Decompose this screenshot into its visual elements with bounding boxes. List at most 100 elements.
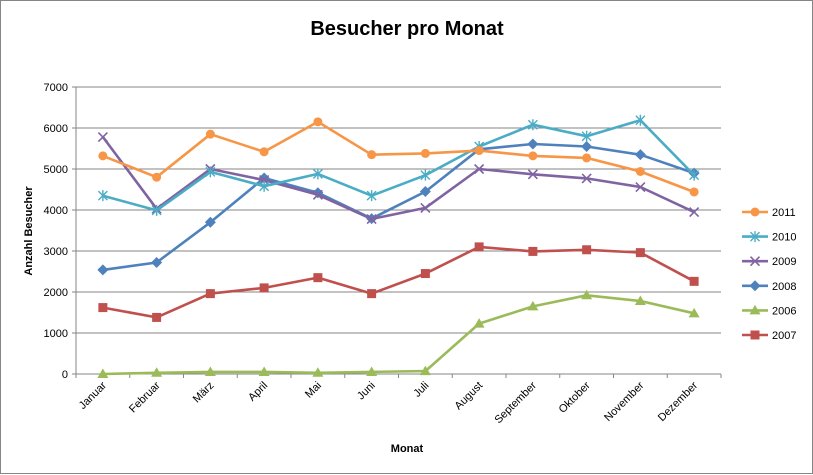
x-tick-label: September xyxy=(492,379,539,426)
data-point xyxy=(151,367,163,377)
y-axis-ticks: 0 1000 2000 3000 4000 5000 6000 7000 xyxy=(44,82,76,381)
data-point xyxy=(97,368,109,378)
legend-label: 2006 xyxy=(772,305,796,317)
data-point xyxy=(750,231,760,243)
data-point xyxy=(634,149,646,161)
data-point xyxy=(312,367,324,377)
data-point xyxy=(581,130,592,142)
series-2006 xyxy=(97,289,700,378)
data-point xyxy=(750,330,760,340)
legend-item: 2010 xyxy=(742,231,796,244)
data-point xyxy=(366,213,377,225)
data-point xyxy=(419,365,431,376)
series-2011 xyxy=(98,117,699,197)
data-point xyxy=(473,318,485,328)
data-point xyxy=(527,169,538,180)
data-point xyxy=(259,283,269,293)
y-tick-label: 6000 xyxy=(44,123,68,135)
series-line xyxy=(102,293,695,376)
data-point xyxy=(204,216,216,228)
data-point xyxy=(312,168,323,180)
data-point xyxy=(527,138,539,150)
data-point xyxy=(205,129,215,139)
data-point xyxy=(97,190,108,202)
x-tick-label: Oktober xyxy=(557,379,593,415)
data-point xyxy=(204,366,216,376)
data-point xyxy=(581,173,592,184)
x-tick-label: Juli xyxy=(411,380,431,400)
data-point xyxy=(419,186,431,198)
chart-title: Besucher pro Monat xyxy=(310,18,504,40)
data-point xyxy=(689,187,699,197)
data-point xyxy=(749,280,761,292)
legend-label: 2009 xyxy=(772,256,796,268)
data-point xyxy=(582,245,592,255)
data-point xyxy=(750,207,760,217)
y-tick-label: 1000 xyxy=(44,328,68,340)
x-tick-label: Mai xyxy=(303,380,324,401)
legend-item: 2007 xyxy=(742,330,796,342)
x-tick-label: März xyxy=(191,380,217,406)
data-point xyxy=(528,246,538,256)
data-point xyxy=(312,189,323,200)
series-2008 xyxy=(97,138,700,276)
data-point xyxy=(474,146,484,156)
legend-item: 2006 xyxy=(742,304,796,317)
data-point xyxy=(581,289,593,300)
series-line xyxy=(102,120,695,194)
data-point xyxy=(582,153,592,163)
series-line xyxy=(102,142,695,272)
legend-label: 2007 xyxy=(772,330,796,342)
data-point xyxy=(151,256,163,268)
y-tick-label: 3000 xyxy=(44,246,68,258)
data-point xyxy=(313,117,323,127)
legend-item: 2009 xyxy=(742,256,796,268)
data-point xyxy=(581,140,593,152)
data-point xyxy=(635,166,645,176)
y-tick-label: 0 xyxy=(62,369,68,381)
data-point xyxy=(205,166,216,178)
data-point xyxy=(367,289,377,299)
x-tick-label: November xyxy=(602,379,647,424)
x-axis-title: Monat xyxy=(391,443,424,455)
data-point xyxy=(366,366,378,376)
legend-item: 2011 xyxy=(742,207,796,219)
series-line xyxy=(101,136,695,221)
y-axis-title: Anzahl Besucher xyxy=(23,186,35,276)
data-point xyxy=(366,190,377,202)
data-point xyxy=(258,366,270,376)
x-tick-label: Januar xyxy=(77,379,110,412)
data-point xyxy=(689,206,700,218)
data-point xyxy=(313,273,323,283)
data-point xyxy=(749,304,761,315)
data-point xyxy=(205,289,215,299)
data-point xyxy=(97,131,108,143)
data-point xyxy=(635,181,646,193)
series-2007 xyxy=(98,242,699,322)
data-point xyxy=(367,150,377,160)
series-line xyxy=(102,245,695,319)
data-point xyxy=(688,307,700,318)
data-point xyxy=(689,169,700,181)
data-point xyxy=(259,147,269,157)
series-2010 xyxy=(97,114,700,216)
data-point xyxy=(420,202,431,214)
series-group xyxy=(97,114,700,378)
x-tick-label: Februar xyxy=(127,379,163,415)
y-tick-label: 5000 xyxy=(44,164,68,176)
gridlines xyxy=(76,86,721,334)
data-point xyxy=(98,303,108,313)
y-tick-label: 2000 xyxy=(44,287,68,299)
y-tick-label: 7000 xyxy=(44,82,68,94)
data-point xyxy=(474,242,484,252)
data-point xyxy=(420,169,431,181)
y-tick-label: 4000 xyxy=(44,205,68,217)
x-tick-label: Dezember xyxy=(656,379,701,424)
x-tick-label: April xyxy=(246,380,270,404)
axes xyxy=(75,87,721,375)
x-tick-label: Juni xyxy=(355,380,378,403)
x-tick-label: August xyxy=(453,380,486,413)
series-line xyxy=(102,118,696,212)
data-point xyxy=(749,256,761,267)
